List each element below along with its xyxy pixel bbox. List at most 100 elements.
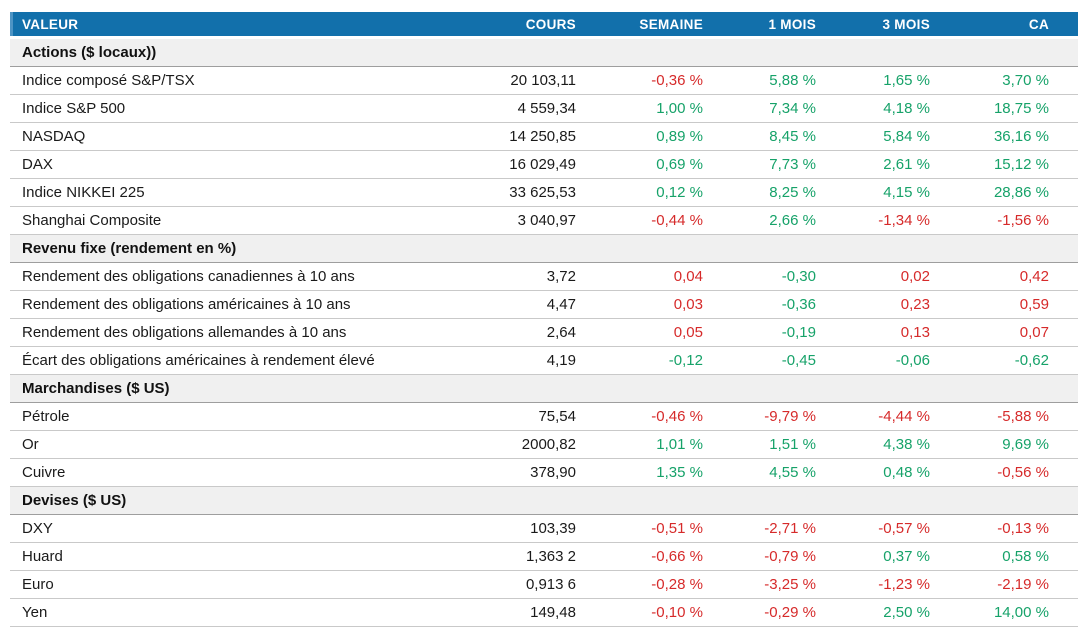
- table-row: Rendement des obligations américaines à …: [10, 290, 1078, 319]
- instrument-name: Euro: [10, 570, 460, 599]
- 3mois-change: 4,38 %: [816, 430, 930, 459]
- semaine-change: -0,10 %: [576, 598, 703, 627]
- cours-value: 1,363 2: [460, 542, 576, 571]
- semaine-change: -0,46 %: [576, 402, 703, 431]
- semaine-change: -0,44 %: [576, 206, 703, 235]
- instrument-name: Indice NIKKEI 225: [10, 178, 460, 207]
- instrument-name: Rendement des obligations allemandes à 1…: [10, 318, 460, 347]
- table-body: Actions ($ locaux)) Indice composé S&P/TS…: [10, 37, 1078, 627]
- ca-change: -2,19 %: [930, 570, 1078, 599]
- section-header-label: Marchandises ($ US): [10, 374, 1078, 403]
- cours-value: 3 040,97: [460, 206, 576, 235]
- 1mois-change: 8,45 %: [703, 122, 816, 151]
- cours-value: 103,39: [460, 514, 576, 543]
- table-row: Euro 0,913 6 -0,28 % -3,25 % -1,23 % -2,19 %: [10, 570, 1078, 599]
- table-row: Indice NIKKEI 225 33 625,53 0,12 % 8,25 % 4,…: [10, 178, 1078, 207]
- 3mois-change: 0,48 %: [816, 458, 930, 487]
- cours-value: 149,48: [460, 598, 576, 627]
- ca-change: 36,16 %: [930, 122, 1078, 151]
- ca-change: -0,62: [930, 346, 1078, 375]
- 1mois-change: -0,19: [703, 318, 816, 347]
- 1mois-change: -2,71 %: [703, 514, 816, 543]
- instrument-name: Cuivre: [10, 458, 460, 487]
- 1mois-change: -3,25 %: [703, 570, 816, 599]
- ca-change: -1,56 %: [930, 206, 1078, 235]
- semaine-change: -0,28 %: [576, 570, 703, 599]
- cours-value: 20 103,11: [460, 66, 576, 95]
- section-row: Marchandises ($ US): [10, 374, 1078, 403]
- ca-change: -5,88 %: [930, 402, 1078, 431]
- instrument-name: Yen: [10, 598, 460, 627]
- 3mois-change: -1,34 %: [816, 206, 930, 235]
- cours-value: 378,90: [460, 458, 576, 487]
- table-row: Écart des obligations américaines à rend…: [10, 346, 1078, 375]
- table-header: VALEUR COURS SEMAINE 1 MOIS 3 MOIS CA: [10, 12, 1078, 39]
- semaine-change: -0,66 %: [576, 542, 703, 571]
- instrument-name: Indice composé S&P/TSX: [10, 66, 460, 95]
- section-row: Actions ($ locaux)): [10, 37, 1078, 67]
- semaine-change: 0,04: [576, 262, 703, 291]
- semaine-change: 0,12 %: [576, 178, 703, 207]
- semaine-change: 0,69 %: [576, 150, 703, 179]
- market-data-table: VALEUR COURS SEMAINE 1 MOIS 3 MOIS CA Ac…: [10, 12, 1078, 627]
- cours-value: 16 029,49: [460, 150, 576, 179]
- section-row: Revenu fixe (rendement en %): [10, 234, 1078, 263]
- cours-value: 33 625,53: [460, 178, 576, 207]
- section-header-label: Revenu fixe (rendement en %): [10, 234, 1078, 263]
- table-row: Pétrole 75,54 -0,46 % -9,79 % -4,44 % -5,88 %: [10, 402, 1078, 431]
- semaine-change: 0,03: [576, 290, 703, 319]
- column-header-semaine: SEMAINE: [576, 12, 703, 39]
- table-row: Yen 149,48 -0,10 % -0,29 % 2,50 % 14,00 %: [10, 598, 1078, 627]
- 1mois-change: 8,25 %: [703, 178, 816, 207]
- section-row: Devises ($ US): [10, 486, 1078, 515]
- ca-change: 0,42: [930, 262, 1078, 291]
- table-row: Cuivre 378,90 1,35 % 4,55 % 0,48 % -0,56 %: [10, 458, 1078, 487]
- column-header-3mois: 3 MOIS: [816, 12, 930, 39]
- instrument-name: Shanghai Composite: [10, 206, 460, 235]
- semaine-change: 1,01 %: [576, 430, 703, 459]
- ca-change: 9,69 %: [930, 430, 1078, 459]
- instrument-name: Huard: [10, 542, 460, 571]
- section-header-label: Actions ($ locaux)): [10, 37, 1078, 67]
- 3mois-change: 1,65 %: [816, 66, 930, 95]
- instrument-name: Or: [10, 430, 460, 459]
- 3mois-change: -1,23 %: [816, 570, 930, 599]
- 1mois-change: 1,51 %: [703, 430, 816, 459]
- 3mois-change: 2,50 %: [816, 598, 930, 627]
- section-header-label: Devises ($ US): [10, 486, 1078, 515]
- column-header-ca: CA: [930, 12, 1078, 39]
- ca-change: 15,12 %: [930, 150, 1078, 179]
- instrument-name: Indice S&P 500: [10, 94, 460, 123]
- table-row: DXY 103,39 -0,51 % -2,71 % -0,57 % -0,13 %: [10, 514, 1078, 543]
- table-row: Indice composé S&P/TSX 20 103,11 -0,36 % 5,…: [10, 66, 1078, 95]
- ca-change: -0,13 %: [930, 514, 1078, 543]
- ca-change: -0,56 %: [930, 458, 1078, 487]
- column-header-valeur: VALEUR: [10, 12, 460, 39]
- table-row: Rendement des obligations canadiennes à …: [10, 262, 1078, 291]
- cours-value: 2000,82: [460, 430, 576, 459]
- 3mois-change: 0,23: [816, 290, 930, 319]
- semaine-change: 1,00 %: [576, 94, 703, 123]
- 3mois-change: -0,06: [816, 346, 930, 375]
- cours-value: 14 250,85: [460, 122, 576, 151]
- ca-change: 0,59: [930, 290, 1078, 319]
- instrument-name: DAX: [10, 150, 460, 179]
- semaine-change: -0,12: [576, 346, 703, 375]
- 1mois-change: 7,34 %: [703, 94, 816, 123]
- table-row: Huard 1,363 2 -0,66 % -0,79 % 0,37 % 0,58 %: [10, 542, 1078, 571]
- semaine-change: 0,89 %: [576, 122, 703, 151]
- cours-value: 3,72: [460, 262, 576, 291]
- 1mois-change: -0,79 %: [703, 542, 816, 571]
- ca-change: 14,00 %: [930, 598, 1078, 627]
- 1mois-change: 7,73 %: [703, 150, 816, 179]
- instrument-name: NASDAQ: [10, 122, 460, 151]
- 1mois-change: -0,45: [703, 346, 816, 375]
- 3mois-change: 0,37 %: [816, 542, 930, 571]
- cours-value: 2,64: [460, 318, 576, 347]
- ca-change: 0,58 %: [930, 542, 1078, 571]
- cours-value: 4,47: [460, 290, 576, 319]
- instrument-name: Pétrole: [10, 402, 460, 431]
- instrument-name: Écart des obligations américaines à rend…: [10, 346, 460, 375]
- cours-value: 4 559,34: [460, 94, 576, 123]
- 3mois-change: 4,15 %: [816, 178, 930, 207]
